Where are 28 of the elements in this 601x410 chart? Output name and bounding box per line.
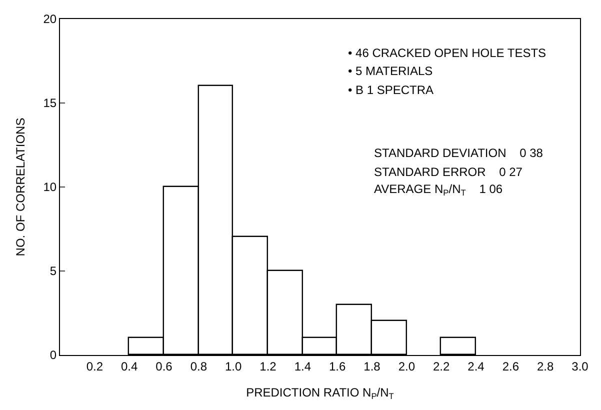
y-tick-label: 15: [43, 96, 57, 110]
x-axis-title: PREDICTION RATIO N$_{P}$/N$_{T}$: [246, 385, 394, 401]
x-tick-label: 2.6: [502, 359, 520, 374]
x-tick-label: 2.0: [398, 359, 416, 374]
annotation: • 46 CRACKED OPEN HOLE TESTS: [348, 46, 546, 60]
x-tick-label: 1.4: [294, 359, 312, 374]
y-tick-label: 0: [50, 348, 57, 362]
annotation: STANDARD DEVIATION 0 38: [374, 146, 544, 160]
x-tick-label: 0.6: [156, 359, 173, 374]
x-tick-label: 1.8: [364, 359, 381, 374]
y-axis-title: NO. OF CORRELATIONS: [14, 118, 28, 256]
text: AVERAGE N$_{P}$/N$_{T}$ 1 06: [374, 182, 503, 198]
x-tick-label: 0.8: [190, 359, 208, 374]
annotation: • 5 MATERIALS: [348, 64, 433, 78]
y-tick-label: 10: [43, 180, 57, 194]
y-tick-label: 5: [50, 264, 57, 278]
annotation: • B 1 SPECTRA: [348, 83, 434, 97]
y-tick-label: 20: [43, 12, 57, 26]
x-tick-label: 2.4: [468, 359, 485, 374]
x-tick-label: 2.2: [432, 359, 450, 374]
x-tick-label: 3.0: [572, 359, 589, 374]
x-tick-label: 2.8: [536, 359, 554, 374]
x-tick-label: 1.6: [328, 359, 346, 374]
x-tick-label: 0.4: [120, 359, 138, 374]
annotation: STANDARD ERROR 0 27: [374, 165, 523, 179]
x-tick-label: 1.0: [224, 359, 242, 374]
x-tick-label: 0.2: [86, 359, 104, 374]
x-tick-label: 1.2: [260, 359, 277, 374]
